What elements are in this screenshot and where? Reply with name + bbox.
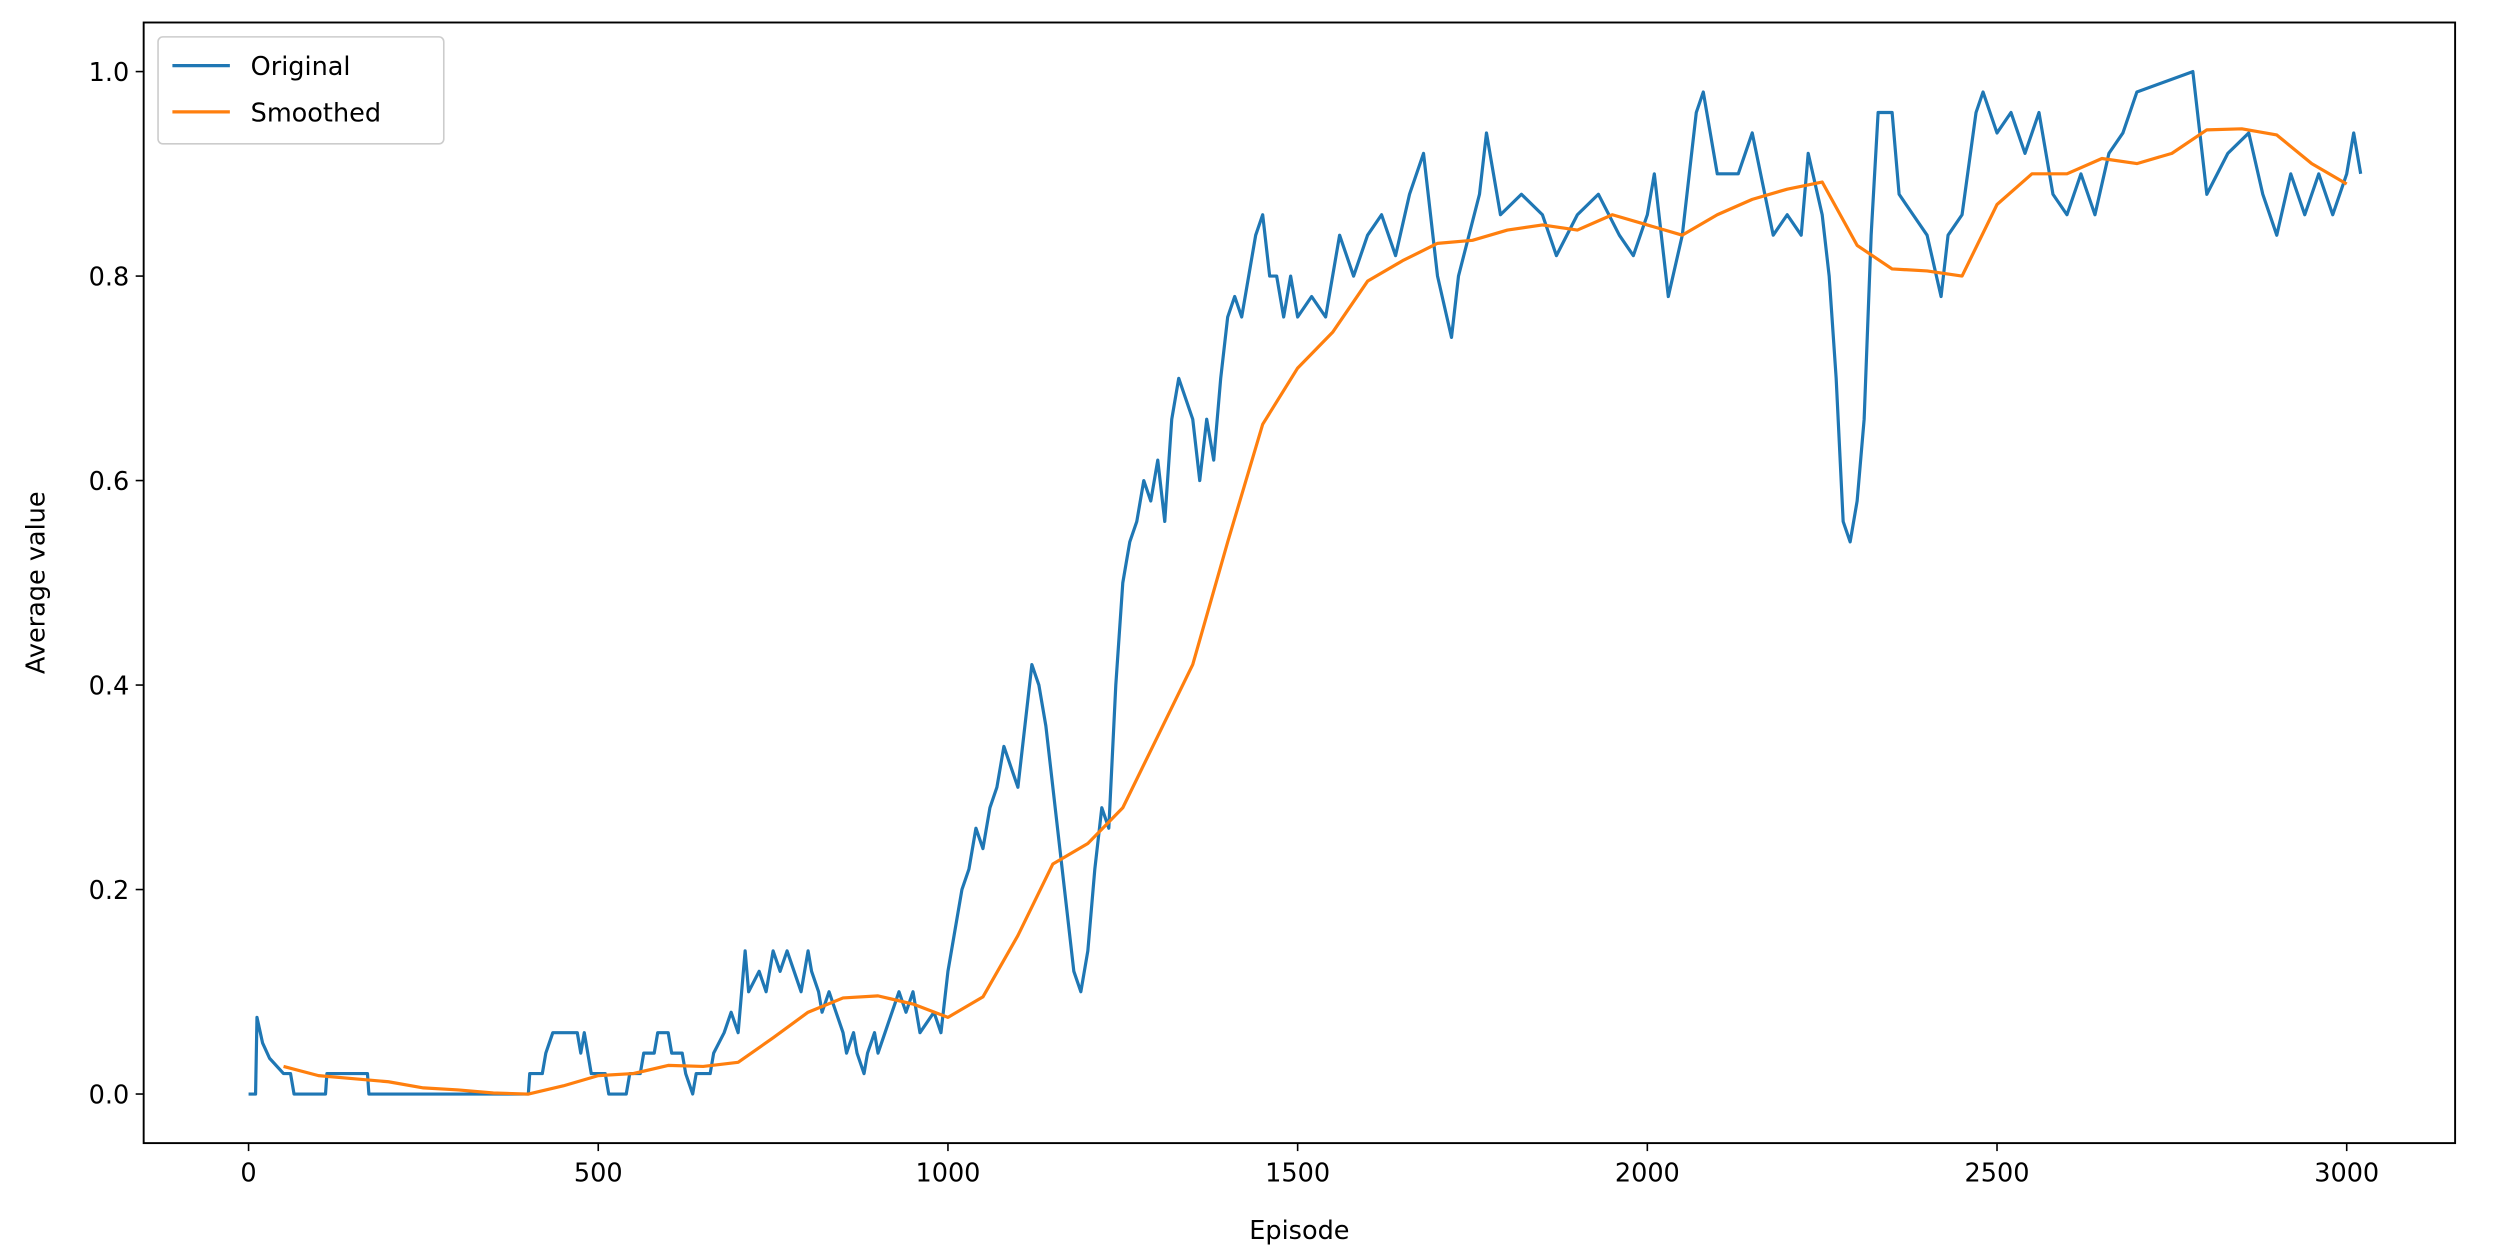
y-tick-label: 0.8 (89, 263, 130, 293)
plot-frame (142, 21, 2457, 1145)
y-tick-label: 0.6 (89, 467, 130, 497)
series-line (248, 69, 2363, 1096)
legend-label: Original (251, 52, 351, 82)
x-tick-label: 500 (574, 1158, 623, 1188)
y-axis-label: Average value (22, 491, 52, 674)
x-tick-label: 1000 (915, 1158, 980, 1188)
x-tick-label: 0 (240, 1158, 256, 1188)
y-tick-label: 1.0 (89, 58, 130, 88)
x-tick-label: 2500 (1965, 1158, 2030, 1188)
legend-box (157, 36, 445, 145)
y-tick-label: 0.4 (89, 672, 130, 702)
x-tick-label: 2000 (1615, 1158, 1680, 1188)
y-tick-label: 0.0 (89, 1081, 130, 1111)
y-tick-label: 0.2 (89, 876, 130, 906)
x-axis-label: Episode (1249, 1216, 1349, 1246)
x-tick-label: 3000 (2314, 1158, 2379, 1188)
series-line (283, 127, 2348, 1096)
legend-label: Smoothed (251, 98, 381, 128)
x-tick-label: 1500 (1265, 1158, 1330, 1188)
